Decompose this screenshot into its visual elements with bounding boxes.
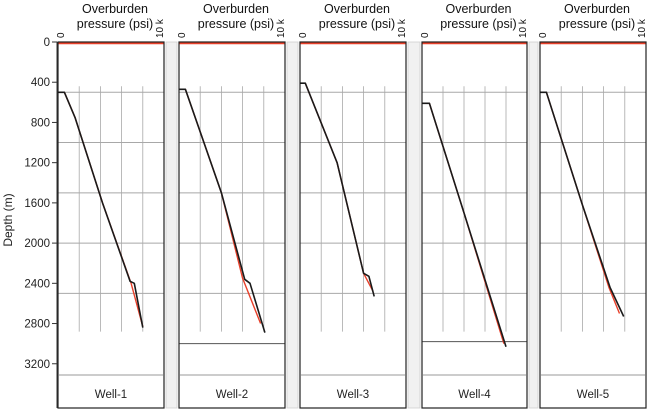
panel-header-line1: Overburden: [445, 2, 511, 16]
panel-frame: [539, 41, 647, 409]
panel-header-line1: Overburden: [82, 2, 148, 16]
panel-header-line1: Overburden: [324, 2, 390, 16]
measured-pressure-curve: [58, 91, 144, 328]
panel-header-line1: Overburden: [203, 2, 269, 16]
panel-header-line2: pressure (psi): [440, 17, 516, 31]
depth-tick-label: 0: [44, 37, 50, 49]
x-tick-label-min: 0: [298, 32, 309, 38]
panel-header-line1: Overburden: [564, 2, 630, 16]
model-pressure-curve: [300, 82, 374, 292]
measured-pressure-curve: [422, 102, 507, 347]
depth-tick-label: 400: [31, 77, 50, 89]
depth-tick-label: 2400: [24, 278, 50, 290]
depth-tick-label: 2800: [24, 319, 50, 331]
depth-axis-label: Depth (m): [1, 193, 15, 246]
measured-pressure-curve: [300, 82, 375, 297]
measured-pressure-curve: [179, 88, 266, 333]
well-name-label: Well-4: [458, 389, 491, 401]
panel-header-line2: pressure (psi): [77, 17, 153, 31]
well-name-label: Well-2: [216, 389, 248, 401]
panel-frame: [421, 41, 528, 409]
x-tick-label-max: 10 k: [518, 18, 529, 38]
panel-gap: [407, 41, 421, 409]
panel-header-line2: pressure (psi): [559, 17, 635, 31]
well-name-label: Well-5: [577, 389, 609, 401]
panel-frame: [57, 41, 165, 409]
well-name-label: Well-3: [337, 389, 369, 401]
panel-gap: [528, 41, 539, 409]
depth-tick-label: 2000: [24, 238, 50, 250]
depth-axis: 0 400 800 1200 1600 2000 2400 2800 3200: [24, 37, 58, 408]
x-tick-label-min: 0: [420, 32, 431, 38]
panel-frame: [178, 41, 286, 409]
x-tick-label-min: 0: [538, 32, 549, 38]
well-name-label: Well-1: [95, 389, 127, 401]
x-tick-label-max: 10 k: [276, 18, 287, 38]
x-tick-label-max: 10 k: [155, 18, 166, 38]
depth-tick-label: 3200: [24, 359, 50, 371]
depth-tick-label: 800: [31, 117, 50, 129]
x-tick-label-max: 10 k: [397, 18, 408, 38]
measured-pressure-curve: [540, 91, 625, 317]
panel-header-line2: pressure (psi): [319, 17, 395, 31]
x-tick-label-min: 0: [56, 32, 67, 38]
depth-tick-label: 1200: [24, 158, 50, 170]
panel-header-line2: pressure (psi): [198, 17, 274, 31]
depth-tick-label: 1600: [24, 198, 50, 210]
panel-gap: [286, 41, 299, 409]
panel-gap: [165, 41, 178, 409]
x-tick-label-max: 10 k: [637, 18, 648, 38]
x-tick-label-min: 0: [177, 32, 188, 38]
model-pressure-curve: [179, 88, 262, 324]
model-pressure-curve: [422, 102, 505, 344]
panel-frame: [299, 41, 407, 409]
